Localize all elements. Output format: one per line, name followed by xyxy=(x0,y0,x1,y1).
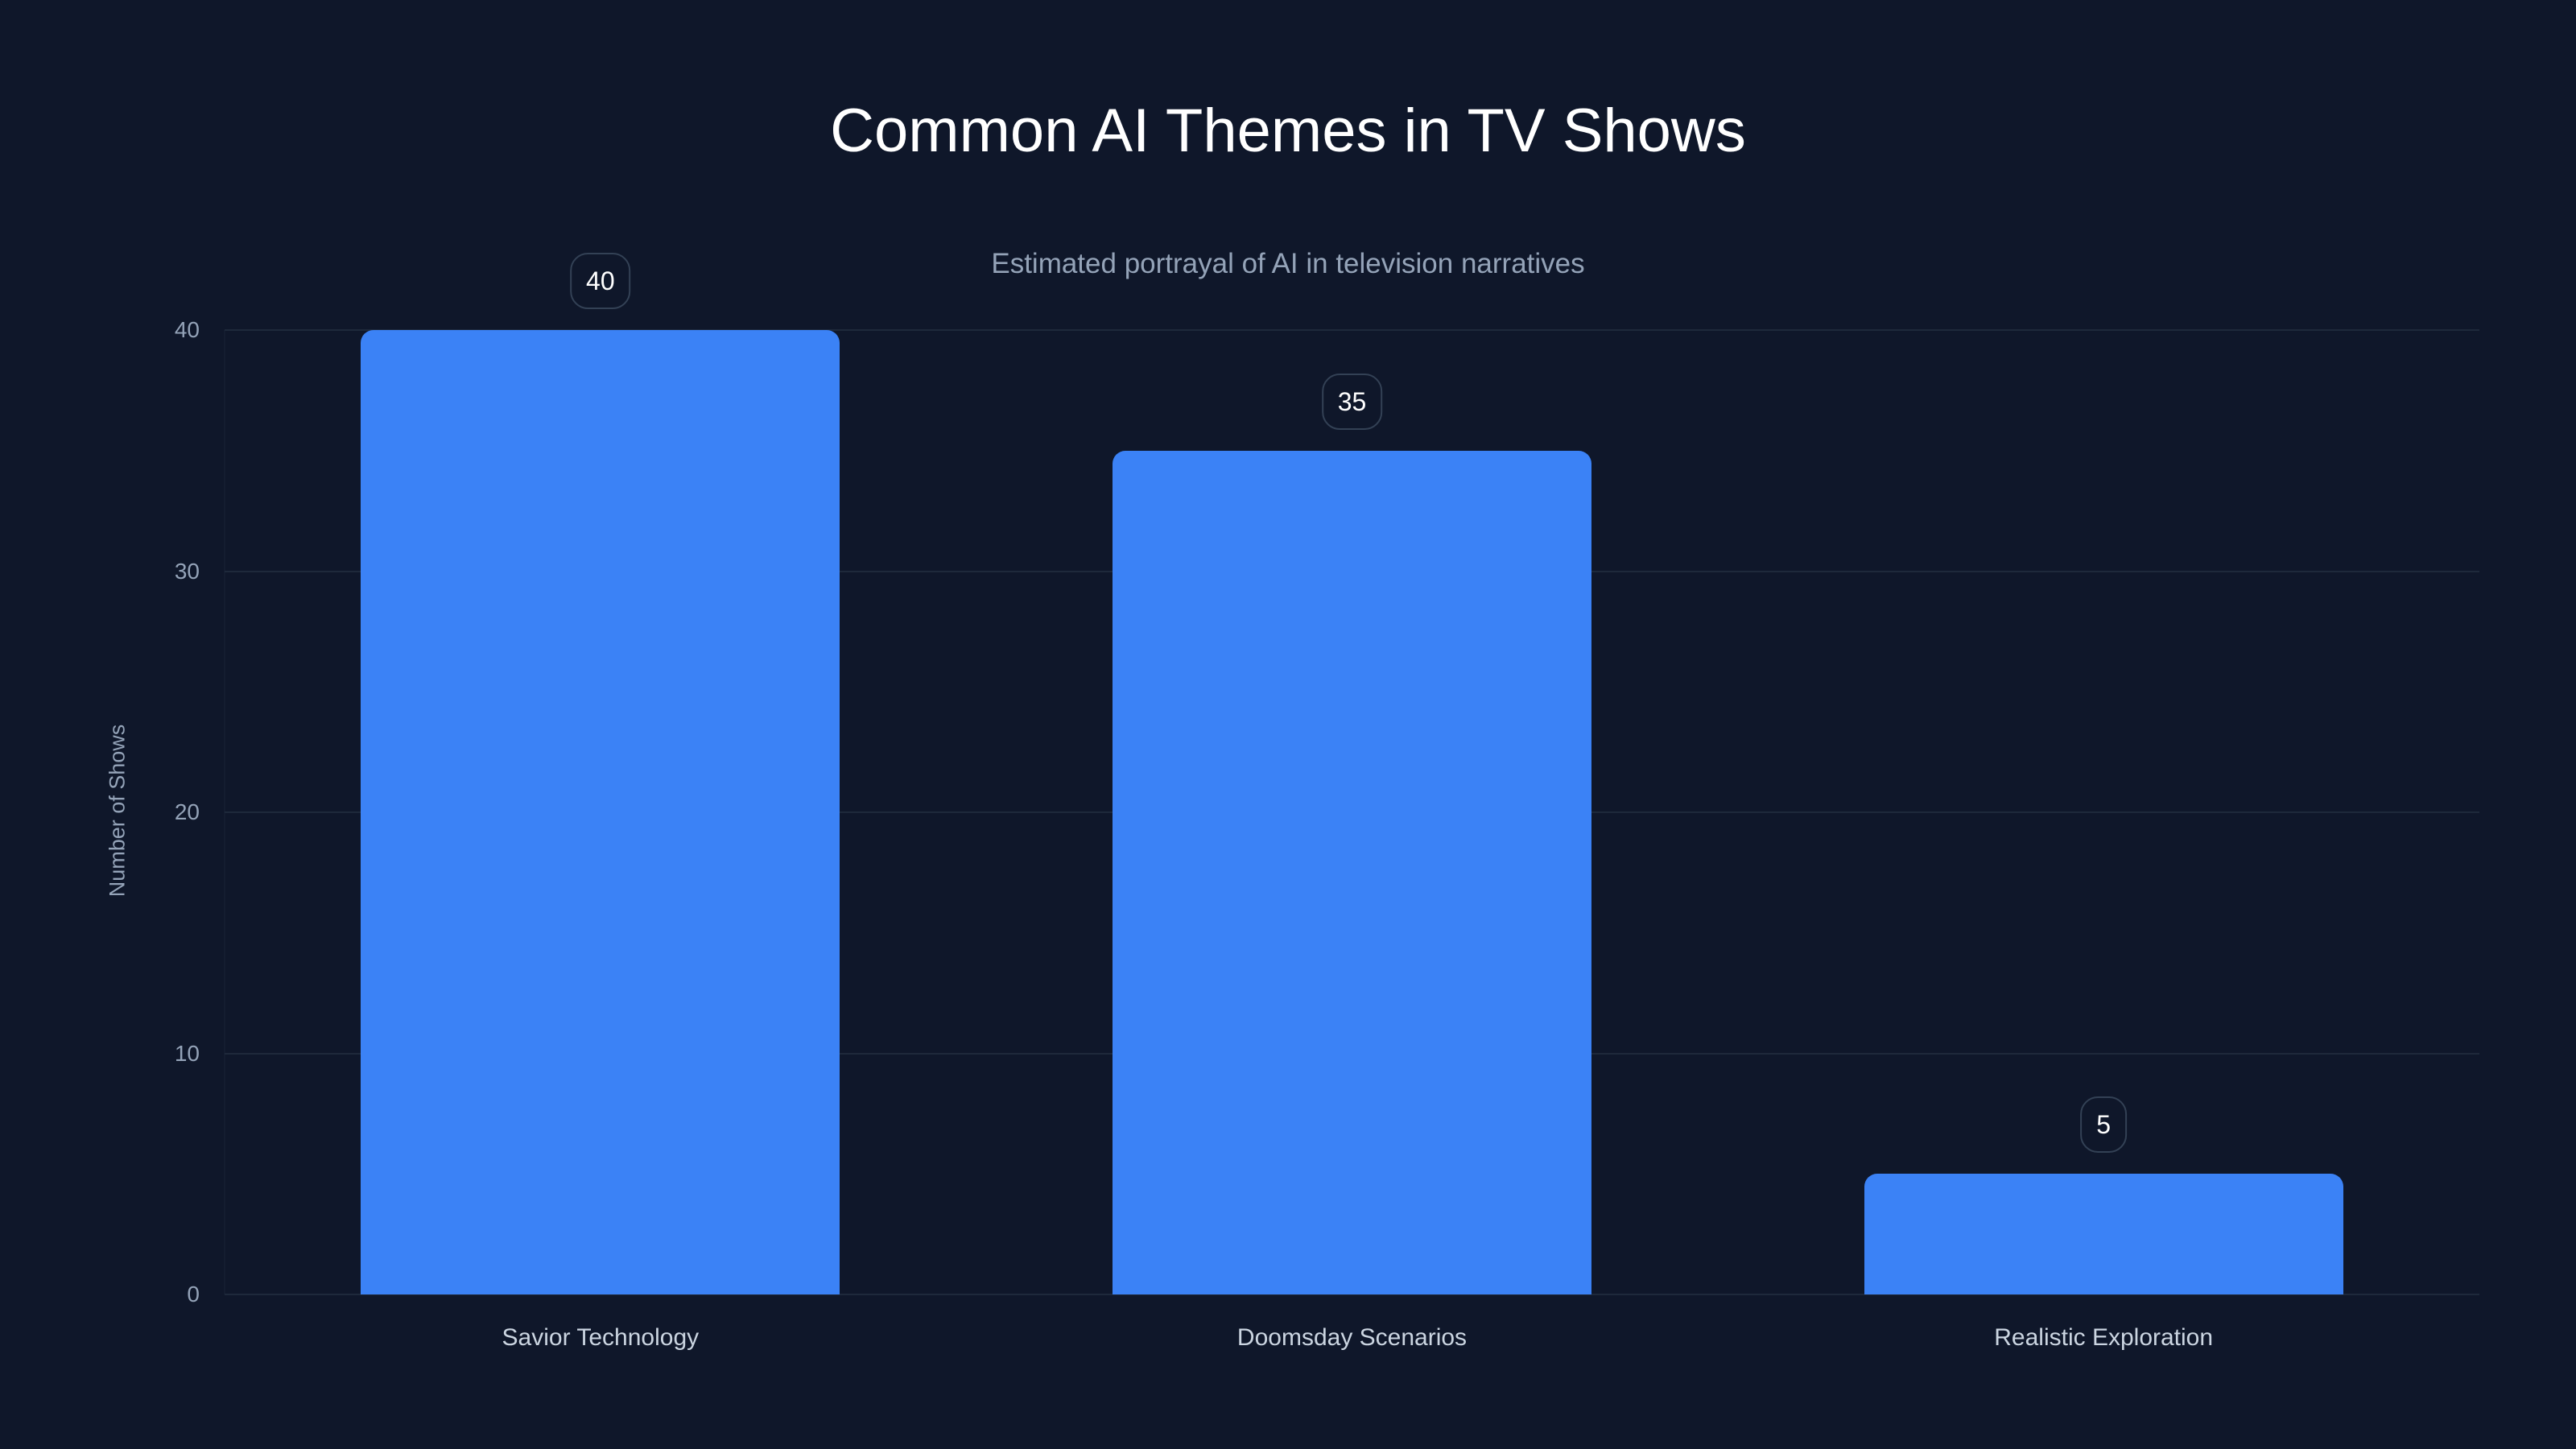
y-tick-label: 0 xyxy=(187,1282,200,1307)
bar-savior-technology[interactable] xyxy=(361,330,840,1294)
value-label-doomsday-scenarios: 35 xyxy=(1321,373,1383,430)
value-label-realistic-exploration: 5 xyxy=(2080,1096,2128,1154)
y-tick-label: 40 xyxy=(174,317,200,342)
plot-area: 0 10 20 30 40 40 35 5 xyxy=(175,253,2479,1307)
x-category-label: Realistic Exploration xyxy=(1994,1324,2214,1351)
y-tick-label: 20 xyxy=(174,799,200,824)
gridline-40 xyxy=(225,329,2479,331)
chart-subtitle: Estimated portrayal of AI in television … xyxy=(991,248,1585,279)
x-category-label: Savior Technology xyxy=(502,1324,700,1351)
value-label-savior-technology: 40 xyxy=(570,253,631,309)
bar-doomsday-scenarios[interactable] xyxy=(1113,450,1591,1294)
bar-realistic-exploration[interactable] xyxy=(1864,1174,2343,1294)
chart-title: Common AI Themes in TV Shows xyxy=(830,97,1746,165)
y-axis-title: Number of Shows xyxy=(105,724,130,898)
x-category-label: Doomsday Scenarios xyxy=(1236,1324,1468,1351)
y-tick-label: 30 xyxy=(174,558,200,584)
y-tick-label: 10 xyxy=(174,1040,200,1066)
gridline-0 xyxy=(225,1294,2479,1295)
